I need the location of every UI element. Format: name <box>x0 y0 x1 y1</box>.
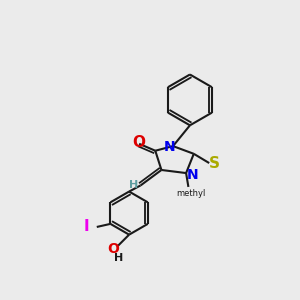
Text: O: O <box>107 242 119 256</box>
Text: S: S <box>209 155 220 170</box>
Text: methyl: methyl <box>176 189 206 198</box>
Text: O: O <box>133 135 146 150</box>
Text: N: N <box>187 168 199 182</box>
Text: H: H <box>129 180 138 190</box>
Text: N: N <box>163 140 175 154</box>
Text: I: I <box>84 220 90 235</box>
Text: H: H <box>114 253 123 263</box>
